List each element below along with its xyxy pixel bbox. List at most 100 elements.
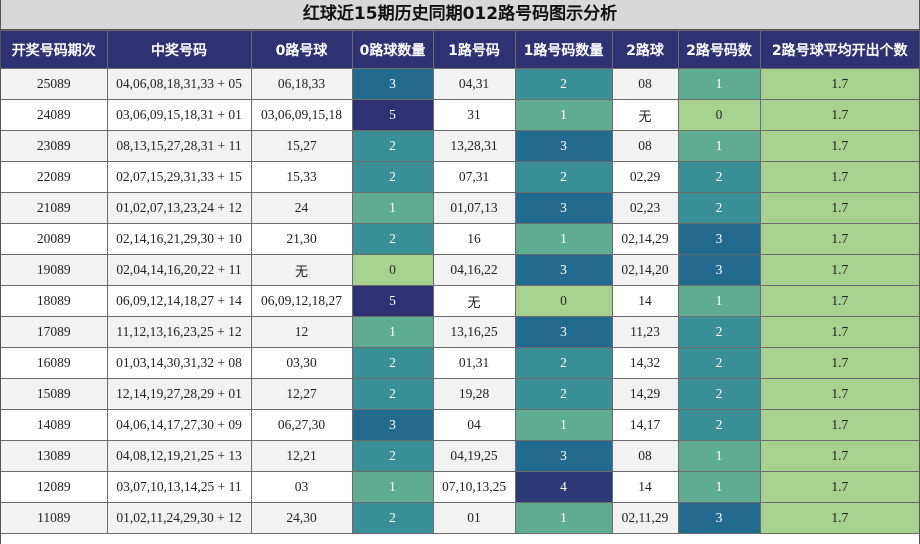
cell-route0-count: 2	[351, 378, 434, 410]
table-row: 14089 04,06,14,17,27,30 + 09 06,27,30 3 04 1 1…	[1, 409, 919, 441]
cell-route0-count: 2	[351, 440, 434, 472]
cell-route2-count: 2	[677, 378, 761, 410]
cell-route0-count: 1	[351, 192, 434, 224]
header-route2-average: 2路号球平均开出个数	[759, 30, 919, 69]
cell-route2-average: 1.7	[759, 161, 919, 193]
cell-issue: 14089	[1, 409, 108, 441]
cell-route1-count: 3	[514, 130, 613, 162]
cell-route2-balls: 11,23	[611, 316, 679, 348]
header-route2-count: 2路号码数	[677, 30, 761, 69]
cell-route0-balls: 03,06,09,15,18	[250, 99, 353, 131]
cell-route0-balls: 12,21	[250, 440, 353, 472]
cell-route0-count: 5	[351, 99, 434, 131]
cell-route1-balls: 31	[432, 99, 516, 131]
cell-route2-balls: 08	[611, 68, 679, 100]
cell-route2-count: 2	[677, 347, 761, 379]
cell-route1-balls: 16	[432, 223, 516, 255]
cell-route0-balls: 24	[250, 192, 353, 224]
header-route0-count: 0路球数量	[351, 30, 434, 69]
cell-route1-balls: 13,16,25	[432, 316, 516, 348]
cell-route1-balls: 13,28,31	[432, 130, 516, 162]
cell-numbers: 12,14,19,27,28,29 + 01	[106, 378, 252, 410]
cell-route1-count: 1	[514, 223, 613, 255]
table-row: 25089 04,06,08,18,31,33 + 05 06,18,33 3 04,3…	[1, 68, 919, 100]
cell-route0-balls: 06,18,33	[250, 68, 353, 100]
cell-numbers: 11,12,13,16,23,25 + 12	[106, 316, 252, 348]
cell-route1-count: 1	[514, 409, 613, 441]
cell-route2-count: 2	[677, 316, 761, 348]
page-title: 红球近15期历史同期012路号码图示分析	[1, 0, 919, 30]
cell-route2-count: 1	[677, 130, 761, 162]
cell-route2-balls: 02,14,29	[611, 223, 679, 255]
cell-route1-count: 4	[514, 471, 613, 503]
cell-route1-count: 3	[514, 440, 613, 472]
cell-numbers: 02,14,16,21,29,30 + 10	[106, 223, 252, 255]
cell-route0-count: 1	[351, 316, 434, 348]
cell-route2-balls: 14,29	[611, 378, 679, 410]
cell-issue: 21089	[1, 192, 108, 224]
cell-route0-balls: 无	[250, 254, 353, 286]
table-row: 17089 11,12,13,16,23,25 + 12 12 1 13,16,25 3 1…	[1, 316, 919, 348]
analysis-table: 开奖号码期次 中奖号码 0路号球 0路球数量 1路号码 1路号码数量 2路球 2…	[1, 30, 919, 534]
table-row: 16089 01,03,14,30,31,32 + 08 03,30 2 01,31 2 1…	[1, 347, 919, 379]
header-route2-balls: 2路球	[611, 30, 679, 69]
cell-route2-count: 3	[677, 223, 761, 255]
cell-issue: 18089	[1, 285, 108, 317]
table-row: 23089 08,13,15,27,28,31 + 11 15,27 2 13,28,3…	[1, 130, 919, 162]
cell-route2-average: 1.7	[759, 440, 919, 472]
cell-route0-count: 3	[351, 68, 434, 100]
cell-route2-average: 1.7	[759, 316, 919, 348]
cell-route2-count: 1	[677, 68, 761, 100]
cell-route0-balls: 24,30	[250, 502, 353, 534]
cell-route2-average: 1.7	[759, 347, 919, 379]
cell-route0-count: 5	[351, 285, 434, 317]
table-row: 24089 03,06,09,15,18,31 + 01 03,06,09,15,1…	[1, 99, 919, 131]
cell-route1-count: 2	[514, 347, 613, 379]
header-route1-count: 1路号码数量	[514, 30, 613, 69]
table-row: 21089 01,02,07,13,23,24 + 12 24 1 01,07,13 3 0…	[1, 192, 919, 224]
cell-route0-count: 0	[351, 254, 434, 286]
cell-numbers: 02,07,15,29,31,33 + 15	[106, 161, 252, 193]
cell-route2-count: 0	[677, 99, 761, 131]
cell-route1-count: 2	[514, 161, 613, 193]
cell-numbers: 03,06,09,15,18,31 + 01	[106, 99, 252, 131]
cell-issue: 23089	[1, 130, 108, 162]
cell-route0-count: 2	[351, 161, 434, 193]
cell-numbers: 01,02,11,24,29,30 + 12	[106, 502, 252, 534]
cell-route2-balls: 08	[611, 440, 679, 472]
cell-issue: 25089	[1, 68, 108, 100]
cell-route0-balls: 03	[250, 471, 353, 503]
cell-issue: 19089	[1, 254, 108, 286]
cell-route2-balls: 14	[611, 285, 679, 317]
cell-route2-average: 1.7	[759, 99, 919, 131]
cell-issue: 11089	[1, 502, 108, 534]
header-numbers: 中奖号码	[106, 30, 252, 69]
table-row: 12089 03,07,10,13,14,25 + 11 03 1 07,10,13,2…	[1, 471, 919, 503]
table-row: 20089 02,14,16,21,29,30 + 10 21,30 2 16 1 02,1…	[1, 223, 919, 255]
cell-numbers: 01,02,07,13,23,24 + 12	[106, 192, 252, 224]
cell-route0-balls: 15,27	[250, 130, 353, 162]
cell-route1-balls: 07,31	[432, 161, 516, 193]
cell-route2-balls: 02,29	[611, 161, 679, 193]
cell-route1-balls: 19,28	[432, 378, 516, 410]
cell-route1-count: 1	[514, 502, 613, 534]
cell-issue: 24089	[1, 99, 108, 131]
cell-route1-count: 3	[514, 192, 613, 224]
header-issue: 开奖号码期次	[1, 30, 108, 69]
cell-issue: 13089	[1, 440, 108, 472]
cell-route0-balls: 03,30	[250, 347, 353, 379]
cell-route1-count: 3	[514, 316, 613, 348]
cell-route0-balls: 12	[250, 316, 353, 348]
cell-route1-count: 1	[514, 99, 613, 131]
table-row: 19089 02,04,14,16,20,22 + 11 无 0 04,16,22 3 02…	[1, 254, 919, 286]
cell-route0-count: 2	[351, 130, 434, 162]
cell-route2-balls: 14,17	[611, 409, 679, 441]
cell-route2-count: 1	[677, 440, 761, 472]
table-row: 11089 01,02,11,24,29,30 + 12 24,30 2 01 1 02,1…	[1, 502, 919, 534]
header-route0-balls: 0路号球	[250, 30, 353, 69]
cell-route1-balls: 01,31	[432, 347, 516, 379]
cell-route2-average: 1.7	[759, 471, 919, 503]
cell-issue: 22089	[1, 161, 108, 193]
cell-numbers: 04,06,08,18,31,33 + 05	[106, 68, 252, 100]
cell-route2-count: 2	[677, 409, 761, 441]
